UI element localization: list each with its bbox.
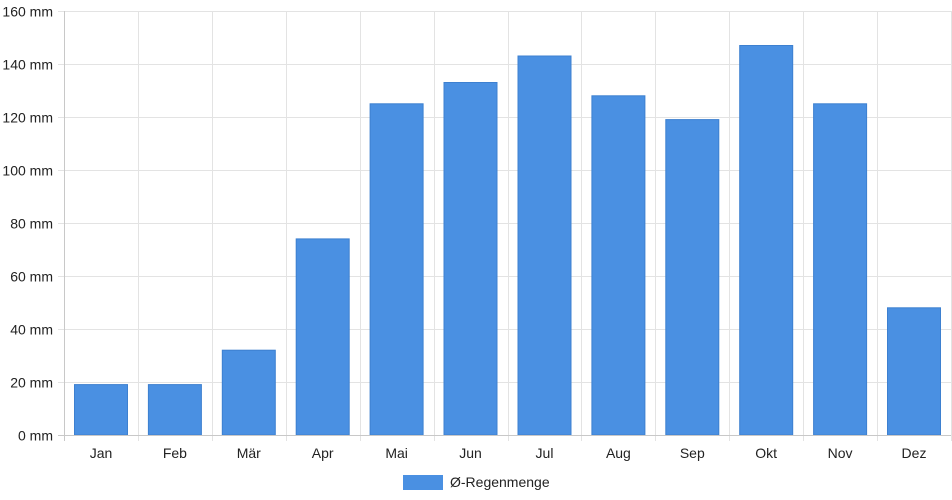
y-tick-label: 100 mm (2, 163, 53, 179)
y-tick-label: 120 mm (2, 110, 53, 126)
x-tick-label: Dez (902, 445, 927, 461)
y-tick-label: 140 mm (2, 57, 53, 73)
grid (58, 11, 952, 441)
bar-mai[interactable] (369, 103, 424, 436)
bar-okt[interactable] (739, 45, 794, 436)
x-tick-label: Jun (459, 445, 482, 461)
y-tick-label: 20 mm (10, 375, 53, 391)
bars (74, 45, 941, 436)
x-tick-label: Jan (90, 445, 113, 461)
bar-apr[interactable] (295, 238, 350, 436)
y-tick-label: 160 mm (2, 4, 53, 20)
x-tick-label: Feb (163, 445, 187, 461)
y-tick-label: 80 mm (10, 216, 53, 232)
x-tick-label: Mär (237, 445, 261, 461)
y-tick-label: 40 mm (10, 322, 53, 338)
bar-sep[interactable] (665, 119, 720, 436)
y-tick-label: 60 mm (10, 269, 53, 285)
bar-mär[interactable] (221, 349, 276, 436)
x-tick-label: Apr (312, 445, 334, 461)
y-tick-label: 0 mm (18, 428, 53, 444)
bar-jul[interactable] (517, 55, 572, 436)
x-tick-label: Sep (680, 445, 705, 461)
bar-nov[interactable] (813, 103, 868, 436)
legend[interactable]: Ø-Regenmenge (403, 474, 550, 490)
x-tick-label: Mai (385, 445, 408, 461)
legend-label[interactable]: Ø-Regenmenge (450, 474, 550, 490)
bar-feb[interactable] (147, 384, 202, 436)
bar-jun[interactable] (443, 82, 498, 436)
axes: 0 mm 20 mm 40 mm 60 mm 80 mm 100 mm 120 mm 140 … (2, 4, 951, 461)
x-tick-label: Jul (536, 445, 554, 461)
bar-jan[interactable] (74, 384, 128, 436)
x-tick-label: Nov (828, 445, 853, 461)
bar-aug[interactable] (591, 95, 646, 436)
legend-swatch[interactable] (403, 475, 443, 490)
x-tick-label: Aug (606, 445, 631, 461)
bar-dez[interactable] (887, 307, 941, 436)
x-tick-label: Okt (755, 445, 777, 461)
